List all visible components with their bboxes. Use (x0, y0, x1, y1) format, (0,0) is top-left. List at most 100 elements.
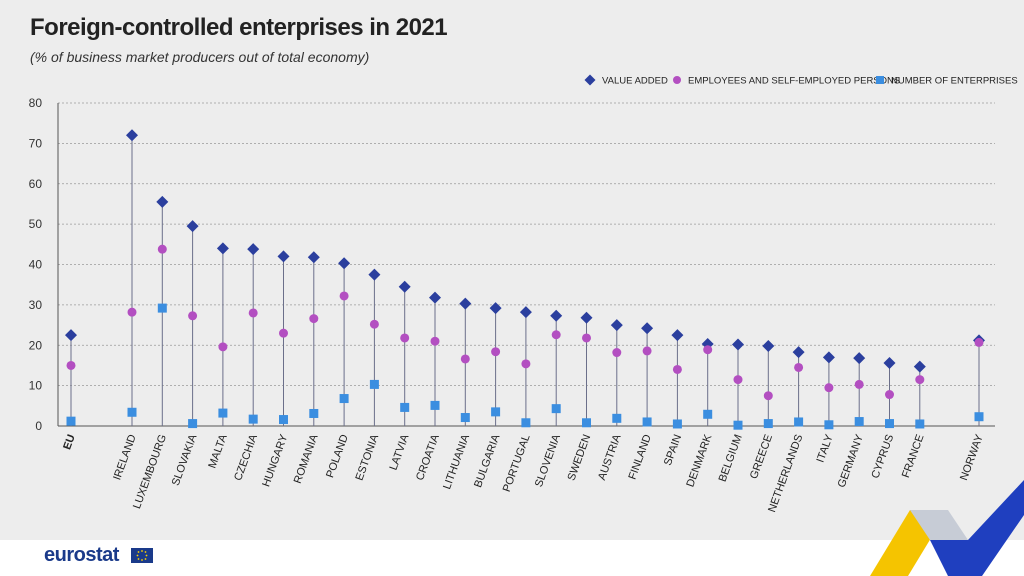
circle-marker (127, 307, 137, 317)
x-tick-label: POLAND (324, 433, 351, 480)
x-tick-label: IRELAND (111, 433, 139, 482)
diamond-marker (489, 302, 502, 315)
x-tick-label: SLOVAKIA (170, 432, 200, 487)
x-tick-label: ESTONIA (353, 432, 381, 482)
square-marker (885, 419, 894, 429)
square-marker (824, 420, 834, 430)
square-marker (339, 394, 349, 404)
corner-decoration (870, 480, 1024, 576)
legend-label: EMPLOYEES AND SELF-EMPLOYED PERSONS (688, 76, 900, 87)
diamond-marker (398, 280, 411, 293)
square-marker (248, 414, 258, 424)
circle-marker (157, 244, 167, 254)
square-marker (733, 420, 743, 430)
y-tick-label: 80 (29, 96, 43, 110)
y-axis: 0 10 20 30 40 50 60 70 80 (29, 96, 995, 433)
circle-marker (188, 311, 198, 321)
circle-marker (248, 308, 258, 318)
square-marker (491, 407, 501, 417)
square-marker (430, 400, 440, 410)
circle-marker (642, 346, 652, 356)
circle-marker (551, 330, 561, 340)
square-marker (521, 418, 531, 428)
y-tick-label: 0 (35, 419, 42, 433)
x-tick-label: DENMARK (684, 432, 714, 488)
diamond-marker (822, 351, 835, 364)
circle-marker (824, 383, 834, 393)
diamond-marker (913, 360, 926, 373)
x-tick-label: MALTA (206, 432, 229, 470)
square-marker (915, 419, 925, 429)
y-tick-label: 10 (29, 379, 43, 393)
square-marker (854, 417, 864, 427)
square-marker (551, 404, 561, 414)
circle-marker (733, 375, 743, 385)
legend-label: VALUE ADDED (602, 76, 668, 87)
x-tick-label: AUSTRIA (596, 432, 624, 482)
diamond-marker (277, 250, 290, 263)
square-marker (642, 417, 652, 427)
square-marker (218, 408, 228, 418)
circle-marker (974, 337, 984, 347)
diamond-marker (216, 242, 229, 255)
diamond-marker (368, 268, 381, 281)
eu-flag-icon (131, 548, 153, 563)
y-tick-label: 30 (29, 298, 43, 312)
diamond-marker (186, 220, 199, 233)
diamond-marker (641, 322, 654, 335)
eurostat-logo: eurostat (44, 544, 119, 566)
legend-diamond-marker (584, 74, 596, 86)
circle-marker (369, 319, 379, 329)
diamond-marker (307, 251, 320, 264)
legend: VALUE ADDED EMPLOYEES AND SELF-EMPLOYED P… (584, 74, 1018, 87)
x-tick-label: CROATIA (414, 432, 442, 482)
chart-subtitle: (% of business market producers out of t… (30, 49, 370, 65)
diamond-marker (550, 309, 563, 322)
y-tick-label: 70 (29, 136, 43, 150)
square-marker (309, 408, 319, 418)
legend-label: NUMBER OF ENTERPRISES (891, 76, 1018, 87)
diamond-marker (853, 352, 866, 365)
footer-bar (0, 540, 1024, 576)
x-tick-label: PORTUGAL (501, 433, 533, 494)
square-marker (157, 303, 167, 313)
x-tick-label: FINLAND (627, 433, 654, 481)
square-marker (974, 412, 984, 422)
diamond-marker (762, 340, 775, 353)
diamond-marker (247, 243, 260, 256)
circle-marker (582, 333, 591, 343)
legend-circle-marker (673, 76, 681, 84)
x-tick-label: BULGARIA (472, 432, 503, 489)
x-tick-label: SWEDEN (566, 433, 594, 483)
square-marker (612, 413, 622, 423)
data-marks (65, 129, 985, 430)
circle-marker (339, 291, 349, 301)
diamond-marker (156, 195, 169, 208)
circle-marker (521, 359, 531, 369)
square-marker (66, 416, 76, 426)
circle-marker (66, 360, 76, 370)
square-marker (188, 419, 198, 429)
circle-marker (854, 379, 864, 389)
x-tick-label: LITHUANIA (441, 432, 472, 491)
circle-marker (763, 391, 773, 401)
square-marker (703, 409, 713, 419)
square-marker (369, 379, 379, 389)
x-tick-label: SPAIN (662, 433, 684, 467)
y-tick-label: 20 (29, 338, 43, 352)
diamond-marker (65, 329, 77, 342)
y-tick-label: 40 (29, 258, 43, 272)
square-marker (763, 419, 773, 429)
diamond-marker (519, 306, 532, 319)
x-tick-label: SLOVENIA (533, 432, 563, 488)
x-tick-label: LATVIA (388, 432, 412, 472)
circle-marker (430, 336, 440, 346)
circle-marker (279, 328, 288, 338)
circle-marker (218, 342, 228, 352)
y-tick-label: 60 (29, 177, 43, 191)
x-tick-label: GREECE (748, 433, 775, 481)
x-tick-label: ROMANIA (292, 432, 321, 485)
circle-marker (612, 348, 622, 358)
diamond-marker (792, 346, 805, 359)
